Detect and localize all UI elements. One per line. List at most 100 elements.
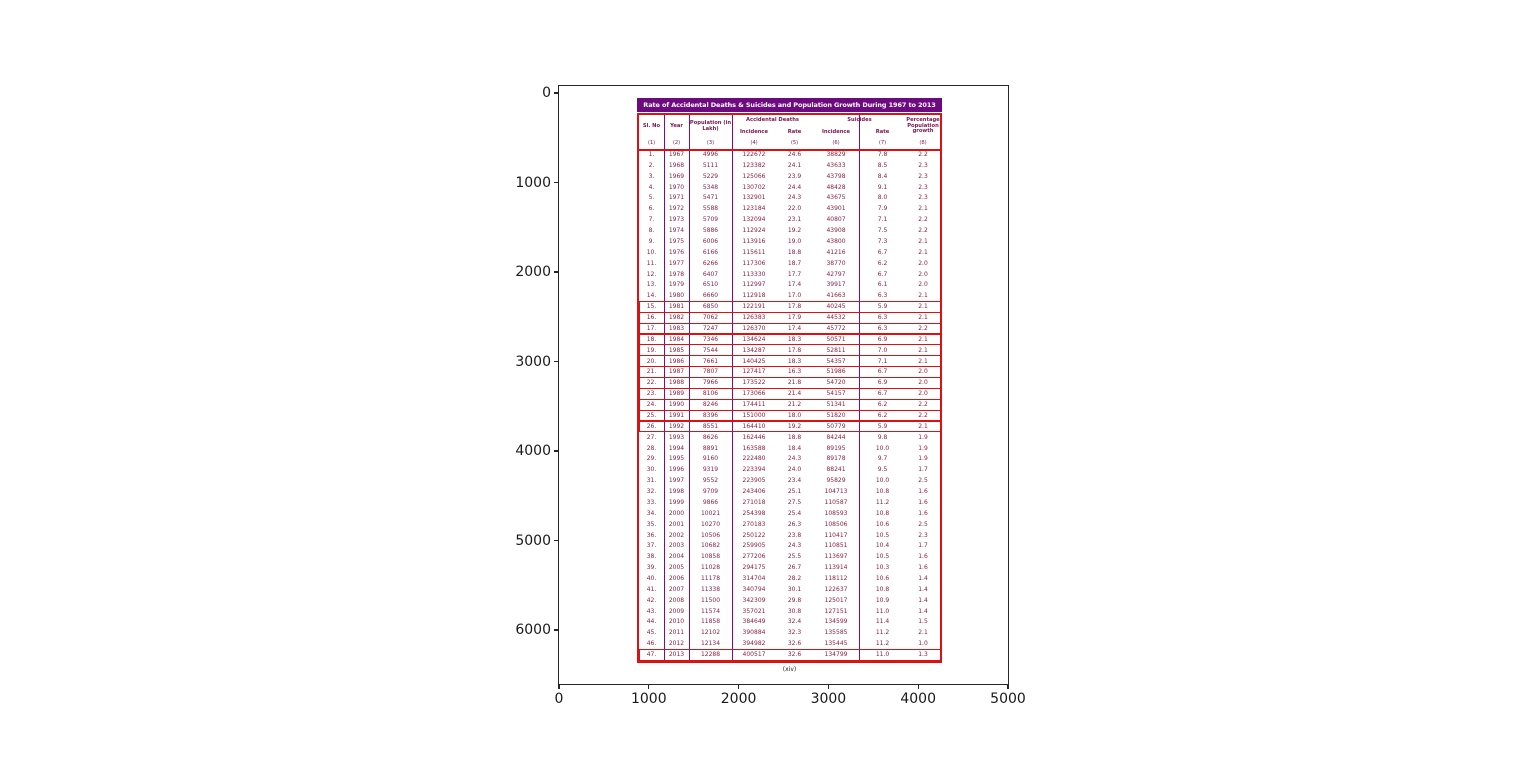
- table-cell: 43798: [826, 172, 846, 180]
- table-cell: 8.5: [877, 161, 888, 169]
- table-cell: 112924: [742, 227, 766, 235]
- table-row: 11. 1977 6266 117306 18.7 38770 6.2 2.0: [639, 259, 940, 270]
- table-cell: 390884: [742, 629, 766, 637]
- table-cell: 45772: [826, 324, 846, 332]
- table-cell: 28.: [646, 444, 657, 452]
- table-cell: 6850: [702, 303, 719, 311]
- table-cell: 9.: [648, 237, 655, 245]
- table-row: 10. 1976 6166 115611 18.8 41216 6.7 2.1: [639, 248, 940, 259]
- table-cell: 48428: [826, 183, 846, 191]
- table-cell: 2004: [668, 553, 685, 561]
- y-tick-label: 4000: [515, 443, 551, 459]
- table-cell: 108593: [824, 509, 848, 517]
- header-sui-rate: Rate: [875, 128, 890, 135]
- table-cell: 2.3: [918, 531, 928, 539]
- table-cell: 43800: [826, 237, 846, 245]
- table-cell: 2009: [668, 607, 685, 615]
- table-cell: 10.8: [875, 585, 890, 593]
- table-row: 47. 2013 12288 400517 32.6 134799 11.0 1.3: [639, 650, 940, 661]
- table-row: 26. 1992 8551 164410 19.2 50779 5.9 2.1: [639, 422, 940, 433]
- table-cell: 18.0: [787, 411, 802, 419]
- table-cell: 9552: [702, 477, 719, 485]
- table-cell: 1985: [668, 346, 685, 354]
- table-cell: 134599: [824, 618, 848, 626]
- table-cell: 23.9: [787, 172, 802, 180]
- table-cell: 18.4: [787, 444, 802, 452]
- column-number: (6): [832, 140, 840, 146]
- table-cell: 27.: [646, 433, 657, 441]
- table-cell: 2.1: [918, 205, 928, 213]
- table-cell: 2.1: [918, 357, 928, 365]
- y-tick-mark: [554, 92, 559, 94]
- table-cell: 54157: [826, 390, 846, 398]
- table-cell: 1.6: [918, 498, 928, 506]
- table-cell: 6.7: [877, 390, 888, 398]
- y-tick-mark: [554, 181, 559, 184]
- table-row: 45. 2011 12102 390884 32.3 135585 11.2 2.1: [639, 628, 940, 639]
- table-row: 43. 2009 11574 357021 30.8 127151 11.0 1.4: [639, 607, 940, 618]
- table-cell: 8551: [702, 422, 719, 430]
- table-cell: 123382: [742, 161, 766, 169]
- table-cell: 8106: [702, 390, 719, 398]
- table-cell: 122637: [824, 585, 848, 593]
- table-cell: 10.8: [875, 488, 890, 496]
- table-cell: 38.: [646, 553, 657, 561]
- table-cell: 23.: [646, 390, 657, 398]
- table-cell: 25.5: [787, 553, 802, 561]
- table-cell: 2.2: [918, 227, 928, 235]
- table-cell: 17.8: [787, 303, 802, 311]
- header-sui-incidence: Incidence: [822, 128, 850, 135]
- table-cell: 10.0: [875, 477, 890, 485]
- table-cell: 110587: [824, 498, 848, 506]
- table-cell: 51820: [826, 411, 846, 419]
- table-row: 24. 1990 8246 174411 21.2 51341 6.2 2.2: [639, 400, 940, 411]
- table-row: 41. 2007 11338 340794 30.1 122637 10.8 1.4: [639, 585, 940, 596]
- table-cell: 16.: [646, 314, 657, 322]
- table-row: 13. 1979 6510 112997 17.4 39917 6.1 2.0: [639, 280, 940, 291]
- table-cell: 18.3: [787, 357, 802, 365]
- table-cell: 5886: [702, 227, 719, 235]
- table-cell: 22.0: [787, 205, 802, 213]
- table-cell: 122672: [742, 151, 766, 158]
- table-cell: 10.5: [875, 531, 890, 539]
- table-cell: 11.2: [875, 640, 890, 648]
- table-cell: 10506: [700, 531, 721, 539]
- table-cell: 38770: [826, 259, 846, 267]
- x-tick-label: 1000: [630, 691, 667, 707]
- table-cell: 43633: [826, 161, 846, 169]
- table-cell: 1995: [668, 455, 685, 463]
- table-cell: 50571: [826, 335, 846, 343]
- table-cell: 126370: [742, 324, 766, 332]
- table-cell: 2012: [668, 640, 685, 648]
- table-cell: 1.4: [918, 596, 928, 604]
- table-row: 14. 1980 6660 112918 17.0 41663 6.3 2.1: [639, 291, 940, 302]
- table-cell: 1975: [668, 237, 685, 245]
- table-title: Rate of Accidental Deaths & Suicides and…: [637, 98, 942, 112]
- table-row: 40. 2006 11178 314704 28.2 118112 10.6 1.4: [639, 574, 940, 585]
- table-cell: 6.3: [877, 314, 888, 322]
- table-cell: 9160: [702, 455, 719, 463]
- table-cell: 30.: [646, 466, 657, 474]
- table-cell: 1969: [668, 172, 685, 180]
- table-cell: 8891: [702, 444, 719, 452]
- table-cell: 34.: [646, 509, 657, 517]
- table-cell: 52811: [826, 346, 846, 354]
- table-cell: 6.2: [877, 259, 888, 267]
- table-cell: 4996: [702, 151, 719, 158]
- table-cell: 32.6: [787, 640, 802, 648]
- table-row: 28. 1994 8891 163588 18.4 89195 10.0 1.9: [639, 444, 940, 455]
- table-cell: 254398: [742, 509, 766, 517]
- table-row: 42. 2008 11500 342309 29.8 125017 10.9 1.4: [639, 596, 940, 607]
- x-tick-mark: [558, 684, 560, 689]
- table-cell: 39.: [646, 564, 657, 572]
- table-cell: 9.1: [877, 183, 888, 191]
- table-cell: 1977: [668, 259, 685, 267]
- table-cell: 1971: [668, 194, 685, 202]
- table-cell: 174411: [742, 401, 766, 409]
- table-cell: 7.1: [877, 216, 888, 224]
- table-cell: 10.5: [875, 553, 890, 561]
- column-number: (5): [790, 140, 799, 146]
- table-box: Sl. No Year Population (in Lakh) Acciden…: [637, 113, 942, 663]
- table-cell: 23.1: [787, 216, 802, 224]
- x-tick-mark: [827, 684, 830, 689]
